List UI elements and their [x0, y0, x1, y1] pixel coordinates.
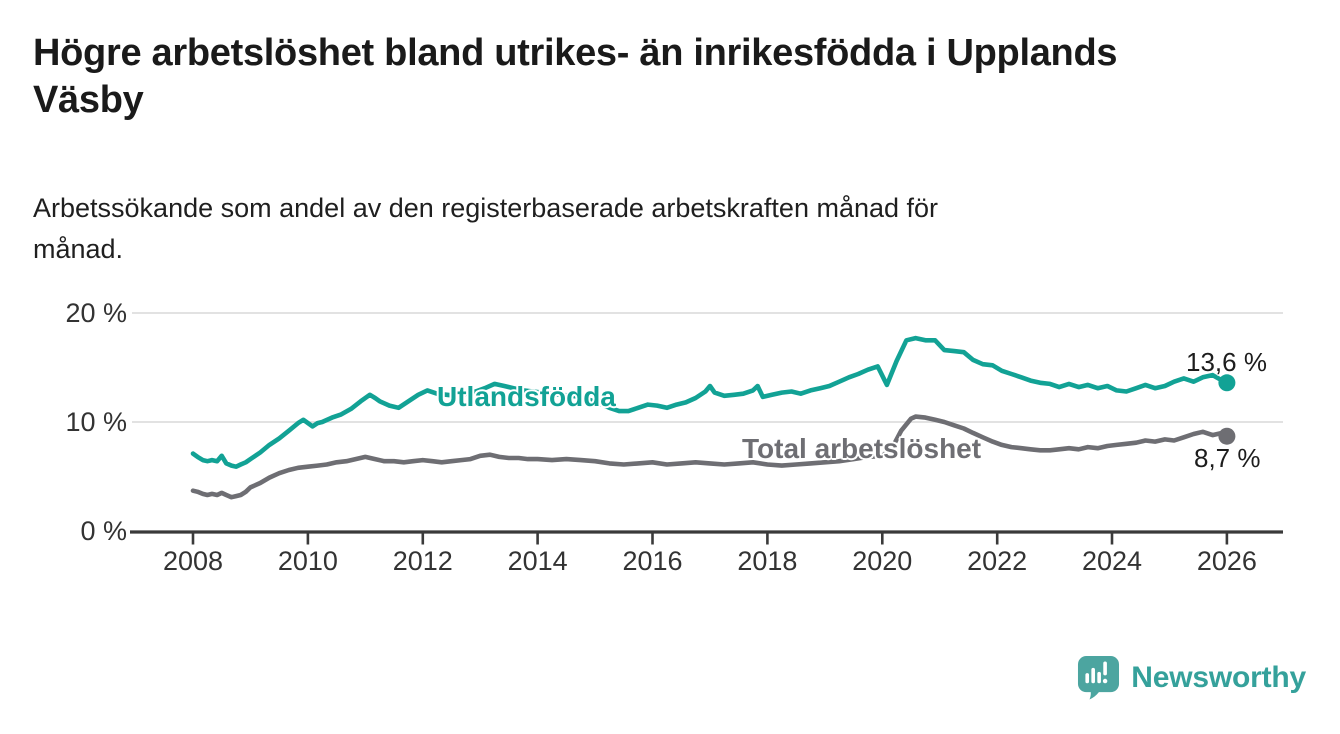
- series-label-utlandsfodda: Utlandsfödda: [437, 381, 616, 412]
- newsworthy-wordmark: Newsworthy: [1131, 661, 1306, 694]
- x-axis-tick-label: 2018: [737, 546, 798, 576]
- page-title: Högre arbetslöshet bland utrikes- än inr…: [33, 32, 1118, 122]
- page-subtitle: Arbetssökande som andel av den registerb…: [33, 193, 939, 264]
- x-axis-tick-label: 2024: [1081, 546, 1143, 576]
- bar-chart-speech-bubble-icon: [1078, 656, 1120, 700]
- x-axis-tick-label: 2010: [277, 546, 338, 576]
- x-axis-tick-label: 2014: [507, 546, 568, 576]
- y-axis-tick-label: 20 %: [65, 298, 127, 328]
- series-line-0: [190, 335, 1230, 470]
- series-end-dot-0: [1218, 374, 1236, 392]
- x-axis-tick-label: 2026: [1196, 546, 1257, 576]
- x-axis-tick-label: 2016: [622, 546, 683, 576]
- x-axis-tick-label: 2012: [392, 546, 453, 576]
- series-line-1: [190, 414, 1230, 500]
- end-value-label-total: 8,7 %: [1194, 443, 1261, 473]
- newsworthy-logo: Newsworthy: [1077, 655, 1306, 701]
- y-axis-tick-label: 0 %: [80, 516, 127, 546]
- x-axis-tick-label: 2022: [967, 546, 1028, 576]
- x-axis-tick-label: 2020: [852, 546, 913, 576]
- series-end-dot-1: [1218, 427, 1236, 445]
- x-axis-tick-label: 2008: [162, 546, 224, 576]
- series-label-total-arbetsloshet: Total arbetslöshet: [742, 433, 982, 464]
- end-value-label-utlandsfodda: 13,6 %: [1186, 347, 1267, 377]
- y-axis-tick-label: 10 %: [65, 407, 127, 437]
